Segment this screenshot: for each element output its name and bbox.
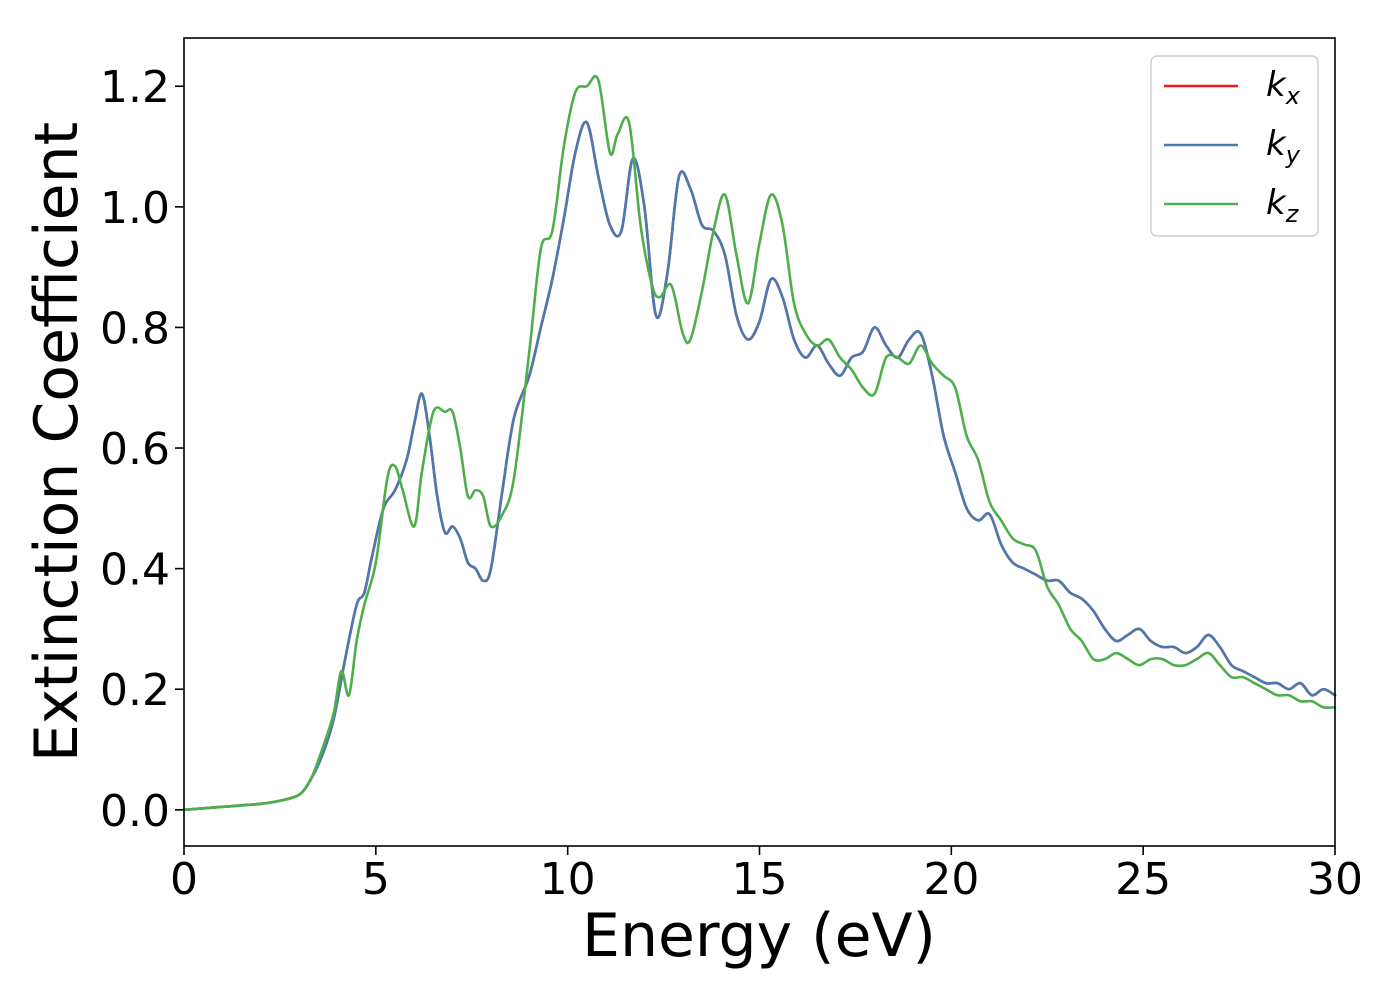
legend-label-x: kx <box>1266 65 1301 110</box>
series-line-z <box>182 74 1337 812</box>
x-tick-label: 5 <box>362 854 390 905</box>
legend-label-y: ky <box>1266 124 1301 169</box>
y-tick-label: 0.8 <box>100 303 170 354</box>
legend-label-z: kz <box>1266 183 1300 228</box>
x-tick-label: 10 <box>540 854 596 905</box>
x-tick-label: 30 <box>1307 854 1363 905</box>
y-tick-label: 1.2 <box>100 62 170 113</box>
y-tick-label: 0.0 <box>100 786 170 837</box>
x-tick-label: 15 <box>732 854 788 905</box>
plot-lines <box>182 74 1337 812</box>
x-axis-ticks: 0 5 10 15 20 25 30 <box>170 846 1363 905</box>
y-tick-label: 0.6 <box>100 424 170 475</box>
y-axis-title: Extinction Coefficient <box>22 122 92 762</box>
x-tick-label: 0 <box>170 854 198 905</box>
x-tick-label: 20 <box>923 854 979 905</box>
y-axis-ticks: 0.0 0.2 0.4 0.6 0.8 1.0 1.2 <box>100 62 184 837</box>
series-line-y <box>182 120 1337 812</box>
x-tick-label: 25 <box>1115 854 1171 905</box>
legend: kx ky kz <box>1150 55 1319 237</box>
x-axis-title: Energy (eV) <box>582 901 936 971</box>
y-tick-label: 0.4 <box>100 545 170 596</box>
y-tick-label: 1.0 <box>100 183 170 234</box>
y-tick-label: 0.2 <box>100 665 170 716</box>
